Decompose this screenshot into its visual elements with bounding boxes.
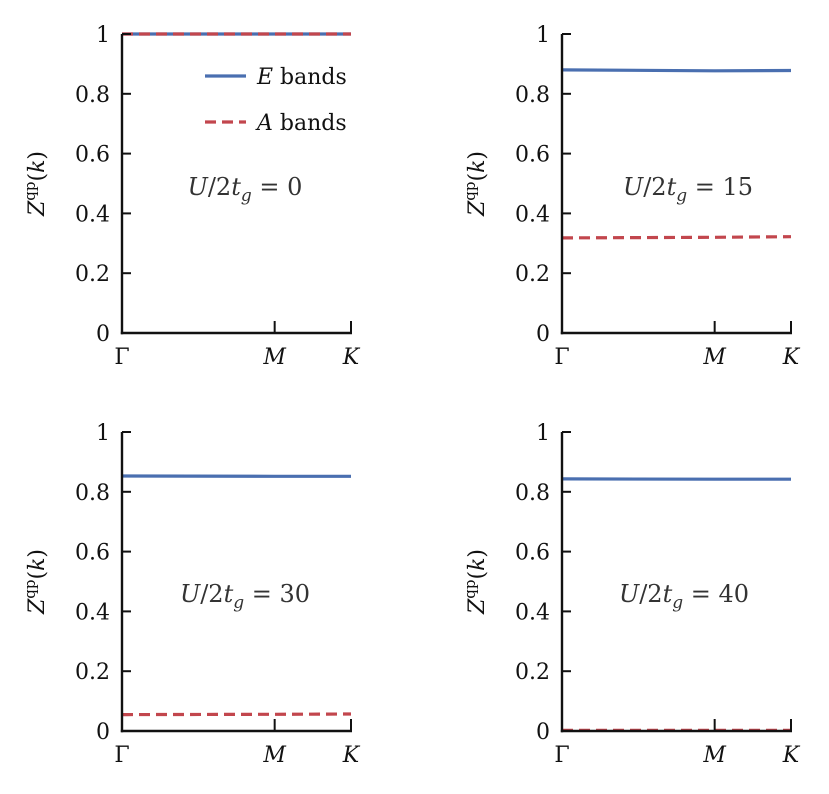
x-tick-label: Γ <box>554 743 569 768</box>
x-tick-label: M <box>702 345 726 370</box>
e-bands-line <box>561 68 792 73</box>
legend-label-e: E bands <box>256 65 347 90</box>
x-tick-label: Γ <box>114 345 129 370</box>
y-tick-label: 0.2 <box>515 660 550 685</box>
panel-annotation: U/2tg = 15 <box>623 173 753 206</box>
y-axis-label: Zqp(k) <box>21 549 50 615</box>
a-bands-line <box>121 712 352 717</box>
x-tick-label: K <box>782 345 801 370</box>
panel-4: 0 0.2 0.4 0.6 0.8 1 Γ M K Zqp(k) U/2tg = 40 <box>461 421 801 768</box>
y-tick-label: 1 <box>536 421 550 446</box>
y-tick-label: 0 <box>536 720 550 745</box>
x-tick-label: Γ <box>554 345 569 370</box>
y-tick-label: 0.6 <box>515 541 550 566</box>
y-tick-label: 0.2 <box>515 262 550 287</box>
y-tick-label: 1 <box>96 421 110 446</box>
y-tick-label: 0.2 <box>75 660 110 685</box>
y-tick-label: 0 <box>96 720 110 745</box>
panel-annotation: U/2tg = 0 <box>188 173 303 206</box>
y-tick-label: 0.8 <box>515 83 550 108</box>
x-tick-label: M <box>262 743 286 768</box>
y-tick-label: 0.6 <box>515 143 550 168</box>
y-tick-label: 0.4 <box>75 202 110 227</box>
y-tick-label: 0.8 <box>75 481 110 506</box>
panel-1: 0 0.2 0.4 0.6 0.8 1 Γ M K Zqp(k) U/2tg = 0 E bands A… <box>21 23 361 370</box>
panel-2: 0 0.2 0.4 0.6 0.8 1 Γ M K Zqp(k) U/2tg = 15 <box>461 23 801 370</box>
y-tick-label: 0.4 <box>515 202 550 227</box>
x-tick-label: M <box>262 345 286 370</box>
legend-label-a: A bands <box>255 111 347 136</box>
x-tick-label: K <box>342 345 361 370</box>
y-tick-label: 0.2 <box>75 262 110 287</box>
y-tick-label: 0.6 <box>75 143 110 168</box>
panel-annotation: U/2tg = 30 <box>180 580 310 613</box>
x-tick-label: K <box>782 743 801 768</box>
y-axis-label: Zqp(k) <box>21 151 50 217</box>
y-tick-label: 0.6 <box>75 541 110 566</box>
y-tick-label: 0.8 <box>515 481 550 506</box>
panel-annotation: U/2tg = 40 <box>619 580 749 613</box>
y-tick-label: 0.8 <box>75 83 110 108</box>
a-bands-line <box>561 235 792 240</box>
x-tick-label: Γ <box>114 743 129 768</box>
x-tick-label: K <box>342 743 361 768</box>
y-tick-label: 0 <box>536 322 550 347</box>
y-tick-label: 0.4 <box>515 600 550 625</box>
y-tick-label: 1 <box>96 23 110 48</box>
legend: E bands A bands <box>205 65 347 136</box>
y-axis-label: Zqp(k) <box>461 151 490 217</box>
x-tick-label: M <box>702 743 726 768</box>
y-tick-label: 0.4 <box>75 600 110 625</box>
y-tick-label: 0 <box>96 322 110 347</box>
y-tick-label: 1 <box>536 23 550 48</box>
panel-3: 0 0.2 0.4 0.6 0.8 1 Γ M K Zqp(k) U/2tg = 30 <box>21 421 361 768</box>
y-axis-label: Zqp(k) <box>461 549 490 615</box>
